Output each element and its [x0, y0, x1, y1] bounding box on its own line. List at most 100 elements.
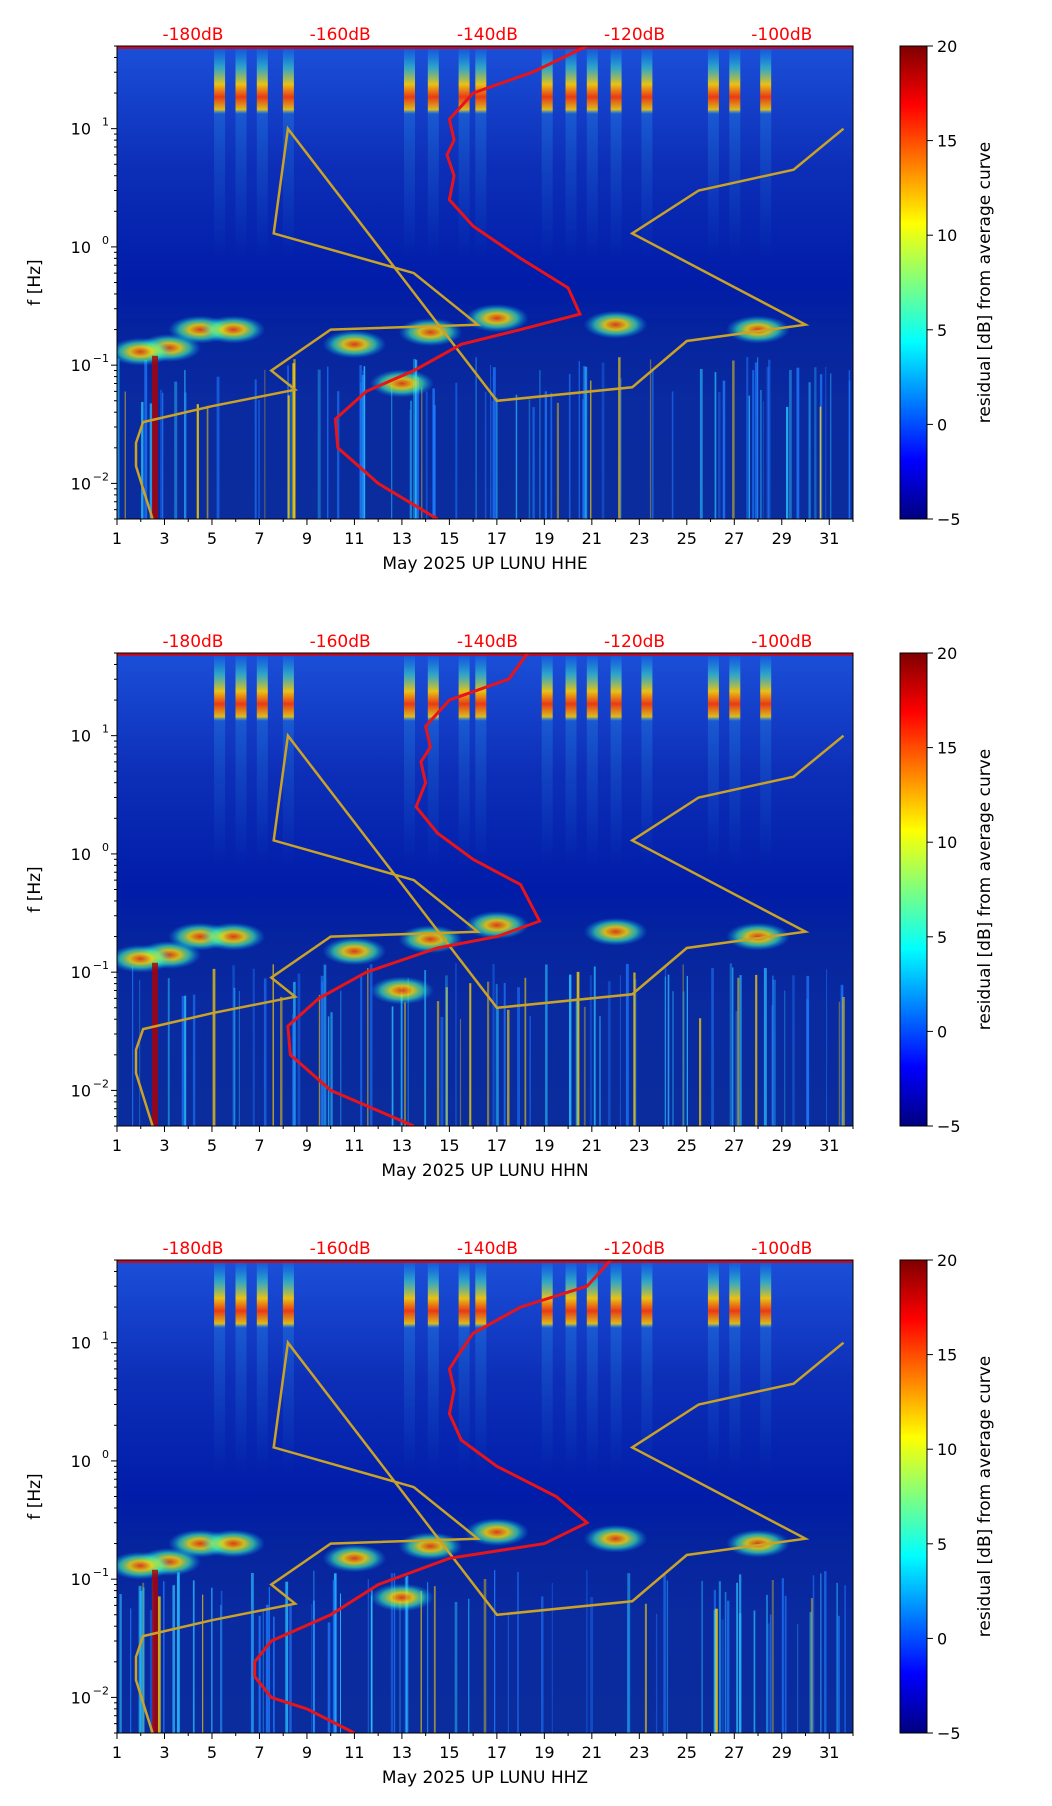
hf-band [235, 46, 247, 259]
noise-streak [601, 362, 605, 519]
microseism-blob [322, 937, 387, 966]
noise-streak [254, 379, 257, 519]
noise-streak [468, 1598, 470, 1733]
x-tick-label: 29 [772, 1743, 792, 1762]
x-tick-label: 5 [207, 1743, 217, 1762]
y-axis-title: f [Hz] [25, 259, 45, 305]
noise-streak [586, 1570, 588, 1733]
noise-streak [410, 400, 413, 519]
noise-streak [360, 975, 363, 1126]
noise-streak [172, 1585, 175, 1733]
noise-streak [762, 401, 764, 519]
noise-streak [729, 963, 732, 1126]
noise-streak [539, 370, 541, 519]
noise-streak [544, 391, 547, 519]
hf-band [586, 1260, 598, 1473]
hf-band [541, 46, 553, 259]
noise-streak [711, 967, 714, 1126]
gold-curve [134, 1339, 845, 1733]
noise-streak [211, 1587, 213, 1733]
noise-streak [732, 967, 734, 1126]
y-tick-exponent: 0 [102, 1448, 109, 1461]
noise-streak [838, 1001, 841, 1126]
noise-streak [220, 1590, 223, 1733]
hf-band [541, 1260, 553, 1473]
colorbar-tick-label: 20 [937, 1251, 957, 1270]
noise-streak [216, 376, 220, 519]
colorbar-tick-label: 5 [937, 928, 947, 947]
x-tick-label: 25 [677, 1743, 697, 1762]
noise-streak [772, 979, 776, 1126]
x-tick-label: 19 [534, 1743, 554, 1762]
noise-streak [455, 963, 457, 1126]
hf-band [282, 653, 294, 866]
y-tick-exponent: 1 [102, 1330, 109, 1343]
db-scale-label: -120dB [604, 1239, 665, 1259]
noise-streak [545, 964, 548, 1126]
hf-band [760, 46, 772, 259]
colorbar-tick-label: −5 [937, 1724, 961, 1743]
noise-streak [748, 395, 750, 519]
noise-streak [258, 1615, 261, 1733]
microseism-blob [726, 1529, 790, 1558]
colorbar-gradient [899, 1259, 928, 1734]
hf-band [707, 46, 719, 259]
noise-streak [469, 983, 472, 1126]
hf-band [610, 1260, 622, 1473]
db-scale-label: -140dB [457, 1239, 518, 1259]
db-scale-label: -100dB [751, 25, 812, 45]
x-tick-label: 21 [582, 1136, 602, 1155]
noise-streak [265, 1604, 269, 1733]
noise-streak [763, 968, 767, 1126]
noise-streak [590, 1597, 594, 1733]
hf-band [256, 1260, 268, 1473]
noise-streak [584, 366, 588, 519]
event-band [152, 962, 158, 1126]
colorbar-tick-label: 10 [937, 1440, 957, 1459]
noise-streak [620, 378, 622, 519]
noise-streak [806, 975, 810, 1126]
noise-streak [541, 1596, 544, 1733]
top-band [117, 1260, 853, 1263]
noise-streak [162, 392, 164, 519]
hf-band [641, 46, 653, 259]
noise-streak [682, 964, 684, 1126]
hf-band [427, 1260, 439, 1473]
red-curve [286, 653, 542, 1126]
y-tick-label: 10 [71, 845, 91, 864]
noise-streak [367, 1579, 369, 1733]
x-tick-label: 11 [344, 1136, 364, 1155]
noise-streak [420, 1590, 422, 1733]
x-tick-label: 9 [302, 1136, 312, 1155]
x-tick-label: 1 [112, 1136, 122, 1155]
noise-streak [507, 1009, 510, 1126]
noise-streak [404, 1002, 406, 1126]
colorbar-tick-label: 0 [937, 415, 947, 434]
x-tick-label: 11 [344, 1743, 364, 1762]
gold-curve [134, 732, 845, 1126]
noise-streak [250, 1606, 253, 1733]
noise-streak [784, 990, 786, 1126]
x-tick-label: 7 [254, 1743, 264, 1762]
noise-streak [264, 369, 266, 519]
noise-streak [496, 1008, 499, 1126]
noise-streak [492, 963, 495, 1126]
noise-streak [167, 978, 170, 1126]
noise-streak [340, 990, 342, 1126]
noise-streak [528, 399, 531, 519]
y-tick-label: 10 [71, 1334, 91, 1353]
x-tick-label: 15 [439, 529, 459, 548]
noise-streak [701, 1580, 703, 1733]
noise-streak [825, 366, 827, 519]
noise-streak [421, 387, 423, 519]
noise-streak [330, 1012, 333, 1126]
noise-streak [507, 1612, 509, 1733]
noise-streak [490, 364, 492, 519]
noise-streak [840, 984, 844, 1126]
x-tick-label: 5 [207, 529, 217, 548]
x-tick-label: 31 [819, 1743, 839, 1762]
x-tick-label: 31 [819, 529, 839, 548]
noise-streak [318, 994, 321, 1126]
noise-streak [735, 1011, 738, 1126]
x-tick-label: 3 [159, 529, 169, 548]
